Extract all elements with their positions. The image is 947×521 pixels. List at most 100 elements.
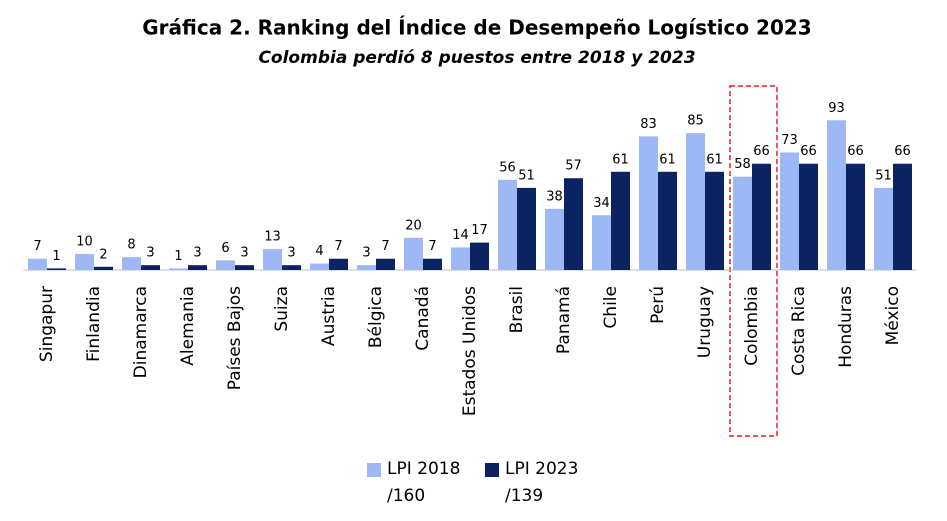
bar [498,179,517,270]
chart-subtitle: Colombia perdió 8 puestos entre 2018 y 2… [258,48,695,68]
value-label: 61 [659,152,676,167]
value-label: 6 [221,241,229,256]
bar [329,258,348,270]
legend-item: LPI 2018 /160 [367,456,469,510]
bar [639,136,658,270]
value-label: 7 [381,239,389,254]
bar [216,260,235,270]
x-tick-label: Brasil [507,286,527,333]
value-label: 14 [452,228,469,243]
bar [122,257,141,270]
x-tick-label: Estados Unidos [460,286,480,416]
bar [310,263,329,270]
legend-swatch [367,463,381,477]
bar [545,208,564,270]
legend-swatch [485,463,499,477]
value-label: 3 [362,246,370,261]
value-label: 66 [847,144,864,159]
value-label: 7 [334,239,342,254]
bar [733,176,752,270]
value-label: 8 [127,238,135,253]
bar [874,187,893,270]
x-tick-label: Colombia [742,286,762,366]
value-label: 83 [640,117,657,132]
value-label: 1 [52,249,60,264]
bar [780,152,799,270]
bar [357,265,376,270]
x-tick-label: Bélgica [366,286,386,348]
bar [94,266,113,270]
bar [169,268,188,270]
x-tick-label: Panamá [554,286,574,354]
value-label: 13 [264,230,281,245]
value-label: 3 [146,246,154,261]
bar [846,163,865,270]
x-tick-label: Perú [648,286,668,324]
bar [75,253,94,270]
value-label: 85 [687,114,704,129]
value-label: 3 [193,246,201,261]
bar [28,258,47,270]
bar [705,171,724,270]
x-tick-label: Dinamarca [131,286,151,378]
bar [827,120,846,271]
x-tick-label: Uruguay [695,286,715,358]
value-label: 17 [471,223,488,238]
bar [282,265,301,270]
x-tick-label: Singapur [37,286,57,362]
highlight-box [729,85,778,437]
value-label: 56 [499,160,516,175]
value-label: 73 [781,133,798,148]
bar [893,163,912,270]
bar [686,133,705,270]
value-label: 7 [428,239,436,254]
value-label: 3 [240,246,248,261]
value-label: 20 [405,218,422,233]
bar [188,265,207,270]
legend-label: LPI 2018 /160 [387,459,461,506]
x-tick-label: México [883,286,903,345]
bar [611,171,630,270]
value-label: 51 [518,168,535,183]
chart-title: Gráfica 2. Ranking del Índice de Desempe… [142,16,811,40]
x-tick-label: Honduras [836,286,856,368]
bar [47,268,66,270]
x-tick-label: Austria [319,286,339,346]
value-label: 61 [706,152,723,167]
value-label: 57 [565,159,582,174]
bar [658,171,677,270]
bar [376,258,395,270]
bar [423,258,442,270]
value-label: 38 [546,189,563,204]
value-label: 34 [593,196,610,211]
bar [470,242,489,270]
value-label: 66 [753,144,770,159]
x-tick-label: Costa Rica [789,286,809,376]
legend-label: LPI 2023 /139 [505,459,579,506]
bar [235,265,254,270]
value-label: 4 [315,244,323,259]
value-label: 1 [174,249,182,264]
x-tick-label: Chile [601,286,621,329]
x-tick-label: Países Bajos [225,286,245,390]
value-label: 51 [875,168,892,183]
bar [564,178,583,270]
x-tick-label: Suiza [272,286,292,332]
bar [263,249,282,270]
bar [752,163,771,270]
value-label: 66 [894,144,911,159]
bar [592,215,611,270]
value-label: 93 [828,101,845,116]
bar [451,247,470,270]
value-label: 58 [734,157,751,172]
value-label: 2 [99,247,107,262]
value-label: 3 [287,246,295,261]
x-tick-label: Finlandia [84,286,104,362]
value-label: 61 [612,152,629,167]
x-tick-label: Canadá [413,286,433,351]
legend-item: LPI 2023 /139 [485,456,587,510]
bar [799,163,818,270]
bar [404,237,423,270]
